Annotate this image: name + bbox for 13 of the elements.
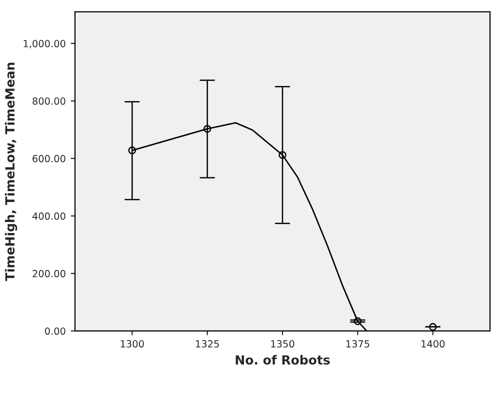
y-tick-label: 0.00 <box>44 327 66 335</box>
y-tick-label: 200.00 <box>32 270 66 278</box>
x-tick-label: 1350 <box>271 340 294 348</box>
y-tick-label: 1,000.00 <box>24 40 66 48</box>
y-tick-label: 400.00 <box>32 212 66 220</box>
y-axis-title: TimeHigh, TimeLow, TimeMean <box>4 62 18 281</box>
x-tick-label: 1325 <box>196 340 219 348</box>
x-tick-label: 1400 <box>422 340 445 348</box>
x-tick-label: 1300 <box>120 340 144 348</box>
x-axis-title: No. of Robots <box>236 354 330 365</box>
y-tick-label: 600.00 <box>32 154 66 162</box>
y-tick-label: 800.00 <box>32 97 66 105</box>
x-tick-label: 1375 <box>346 340 370 348</box>
